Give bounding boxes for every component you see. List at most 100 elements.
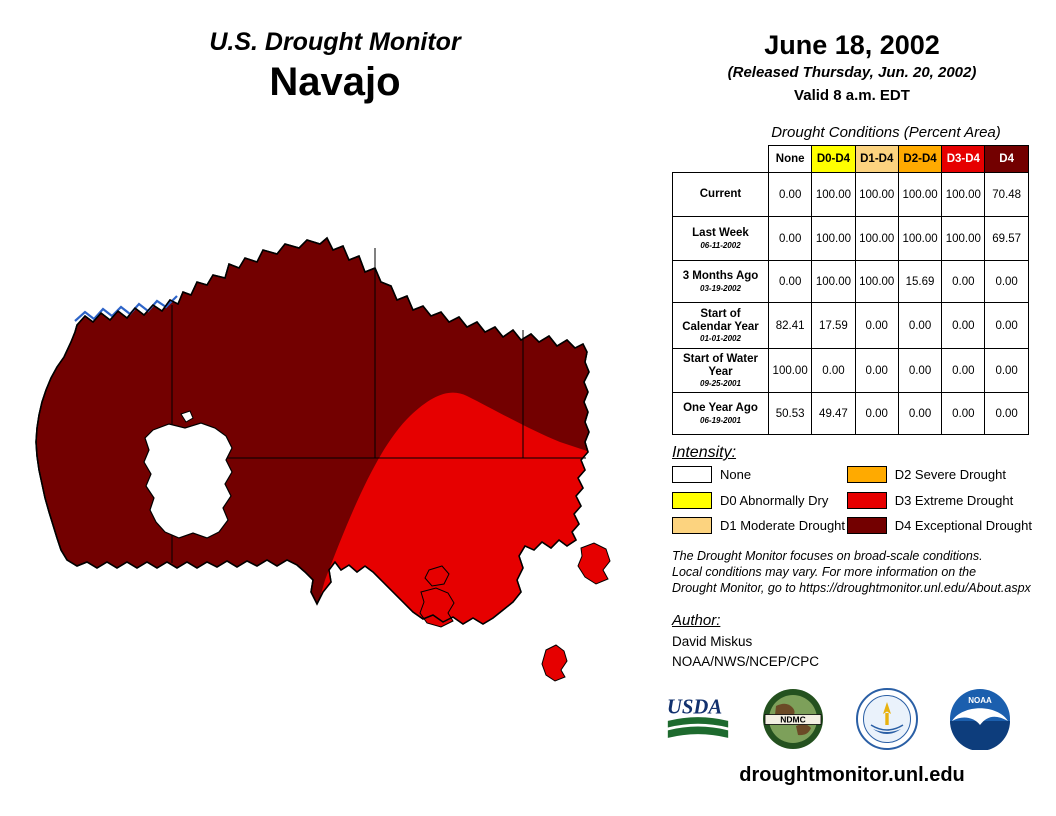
table-cell: 100.00 (811, 172, 856, 217)
column-header-d3d4: D3-D4 (941, 145, 986, 173)
commerce-torch-icon (882, 702, 891, 714)
table-cell: 100.00 (854, 260, 899, 303)
table-cell: 0.00 (984, 260, 1029, 303)
column-header-d2d4: D2-D4 (897, 145, 943, 173)
row-label: Start of Calendar Year (682, 308, 759, 333)
row-date: 01-01-2002 (700, 334, 741, 343)
ndmc-text: NDMC (781, 715, 807, 725)
row-label-cell: Start of Water Year 09-25-2001 (672, 348, 769, 393)
table-row: Start of Water Year 09-25-2001 100.00 0.0… (672, 348, 1029, 393)
row-label: Last Week (692, 227, 749, 240)
table-cell: 100.00 (941, 172, 986, 217)
table-cell: 100.00 (854, 172, 899, 217)
row-label-cell: Start of Calendar Year 01-01-2002 (672, 302, 769, 349)
table-cell: 0.00 (854, 392, 899, 435)
table-cell: 70.48 (984, 172, 1029, 217)
usda-logo: USDA (667, 696, 729, 738)
legend-item: D2 Severe Drought (846, 466, 1032, 483)
legend-swatch-d2 (846, 466, 887, 483)
table-header-row: None D0-D4 D1-D4 D2-D4 D3-D4 D4 (673, 145, 1029, 173)
drought-conditions-table: None D0-D4 D1-D4 D2-D4 D3-D4 D4 Current … (672, 145, 1029, 435)
table-cell: 100.00 (897, 216, 943, 261)
region-title: Navajo (269, 60, 401, 104)
table-cell: 100.00 (854, 216, 899, 261)
author-org: NOAA/NWS/NCEP/CPC (672, 654, 820, 669)
legend-swatch-none (672, 466, 712, 483)
column-header-d0d4: D0-D4 (811, 145, 856, 173)
table-row: Current 0.00 100.00 100.00 100.00 100.00… (672, 172, 1029, 217)
author-title: Author: (672, 612, 721, 629)
table-title: Drought Conditions (Percent Area) (771, 124, 1001, 141)
table-cell: 0.00 (941, 260, 986, 303)
product-title: U.S. Drought Monitor (209, 28, 461, 56)
outlier-area (419, 587, 455, 628)
table-corner-cell (673, 146, 769, 173)
table-cell: 0.00 (984, 392, 1029, 435)
table-cell: 0.00 (767, 172, 813, 217)
disclaimer-text: The Drought Monitor focuses on broad-sca… (672, 549, 1031, 595)
row-label-cell: Current (672, 172, 769, 217)
table-cell: 50.53 (767, 392, 813, 435)
legend-item: D4 Exceptional Drought (846, 517, 1032, 534)
row-date: 03-19-2002 (700, 283, 741, 293)
table-row: Start of Calendar Year 01-01-2002 82.41 1… (672, 302, 1029, 349)
enclave-speck (180, 410, 194, 423)
legend-label: D1 Moderate Drought (720, 518, 846, 533)
legend-title: Intensity: (672, 444, 737, 461)
legend-item: D3 Extreme Drought (846, 491, 1032, 509)
table-cell: 0.00 (984, 302, 1029, 349)
valid-time: Valid 8 a.m. EDT (794, 87, 910, 104)
table-cell: 0.00 (767, 260, 813, 303)
row-label: 3 Months Ago (682, 270, 759, 283)
table-cell: 0.00 (897, 302, 943, 349)
table-row: One Year Ago 06-19-2001 50.53 49.47 0.00 … (672, 392, 1029, 435)
table-cell: 100.00 (811, 260, 856, 303)
table-cell: 0.00 (767, 216, 813, 261)
table-cell: 82.41 (767, 302, 813, 349)
table-cell: 100.00 (941, 216, 986, 261)
table-cell: 100.00 (767, 348, 813, 393)
column-header-d4: D4 (984, 145, 1029, 173)
legend-label: D3 Extreme Drought (894, 492, 1014, 508)
table-cell: 0.00 (897, 348, 943, 393)
table-cell: 0.00 (854, 302, 899, 349)
usda-swoosh-icon (667, 726, 729, 738)
hopi-enclave (143, 422, 233, 539)
legend-swatch-d3 (846, 491, 887, 509)
usda-swoosh-icon (667, 717, 729, 728)
legend-label: D0 Abnormally Dry (720, 492, 829, 508)
column-header-d1d4: D1-D4 (854, 145, 899, 173)
ndmc-banner (764, 714, 822, 725)
row-label-cell: One Year Ago 06-19-2001 (672, 392, 769, 435)
usda-text: USDA (667, 696, 722, 718)
legend-item: D1 Moderate Drought (672, 517, 847, 534)
agency-logos: USDA NDMC NOAA (665, 686, 1011, 752)
outlier-area (541, 644, 568, 682)
table-cell: 0.00 (941, 348, 986, 393)
table-cell: 17.59 (811, 302, 856, 349)
commerce-wave-icon (872, 729, 901, 734)
legend-swatch-d4 (846, 517, 887, 534)
commerce-wave-icon (870, 724, 904, 731)
table-cell: 0.00 (941, 302, 986, 349)
noaa-logo: NOAA (949, 689, 1010, 750)
legend-swatch-d0 (672, 491, 712, 509)
table-cell: 49.47 (811, 392, 856, 435)
row-label: One Year Ago (683, 402, 758, 415)
table-cell: 0.00 (854, 348, 899, 393)
report-date: June 18, 2002 (764, 30, 940, 60)
drought-map (35, 236, 611, 682)
ndmc-logo: NDMC (763, 689, 824, 749)
table-row: 3 Months Ago 03-19-2002 0.00 100.00 100.0… (672, 260, 1029, 303)
commerce-torch-icon (884, 713, 889, 725)
row-label: Start of Water Year (683, 353, 758, 378)
table-cell: 100.00 (897, 172, 943, 217)
outlier-area (577, 542, 611, 585)
footer-url[interactable]: droughtmonitor.unl.edu (739, 764, 965, 786)
table-cell: 100.00 (811, 216, 856, 261)
noaa-lower-half (949, 721, 1010, 750)
outlier-area (424, 565, 450, 587)
row-date: 06-11-2002 (700, 240, 741, 250)
legend-item: None (672, 466, 847, 483)
